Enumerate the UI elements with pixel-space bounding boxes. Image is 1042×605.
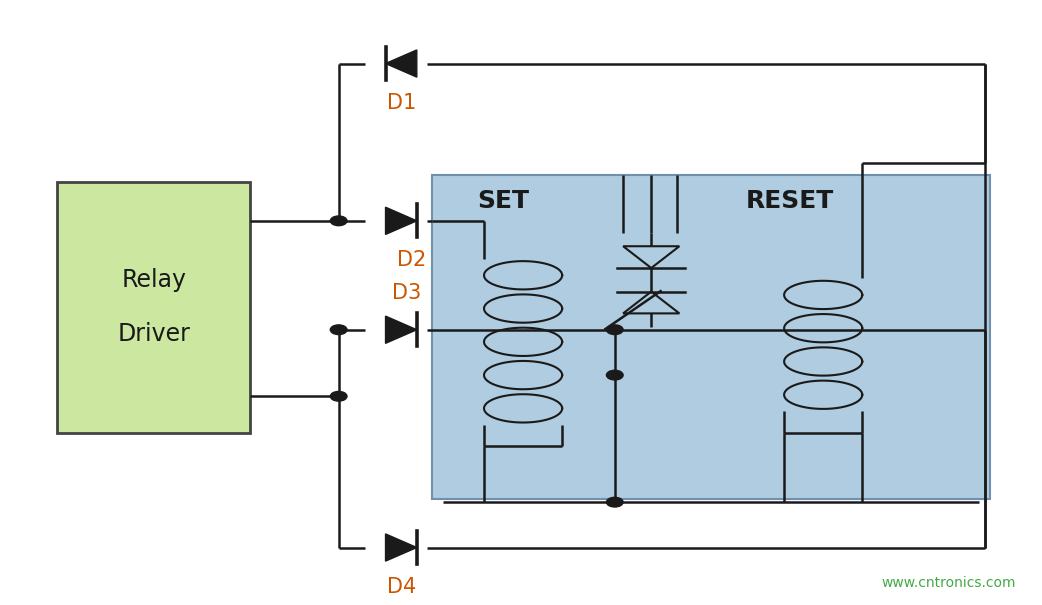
Text: Driver: Driver [118,322,190,346]
Text: RESET: RESET [746,189,834,213]
Circle shape [330,216,347,226]
Text: D4: D4 [387,577,416,597]
Polygon shape [386,316,417,343]
Text: www.cntronics.com: www.cntronics.com [882,576,1016,590]
Text: SET: SET [477,189,529,213]
Circle shape [606,497,623,507]
Circle shape [606,370,623,380]
Polygon shape [386,534,417,561]
FancyBboxPatch shape [432,175,990,499]
Text: Relay: Relay [121,268,187,292]
Circle shape [606,325,623,335]
FancyBboxPatch shape [57,182,250,433]
Text: D3: D3 [392,283,421,304]
Text: D2: D2 [397,250,426,270]
Circle shape [330,391,347,401]
Text: D1: D1 [387,93,416,113]
Polygon shape [386,207,417,235]
Circle shape [330,325,347,335]
Polygon shape [386,50,417,77]
